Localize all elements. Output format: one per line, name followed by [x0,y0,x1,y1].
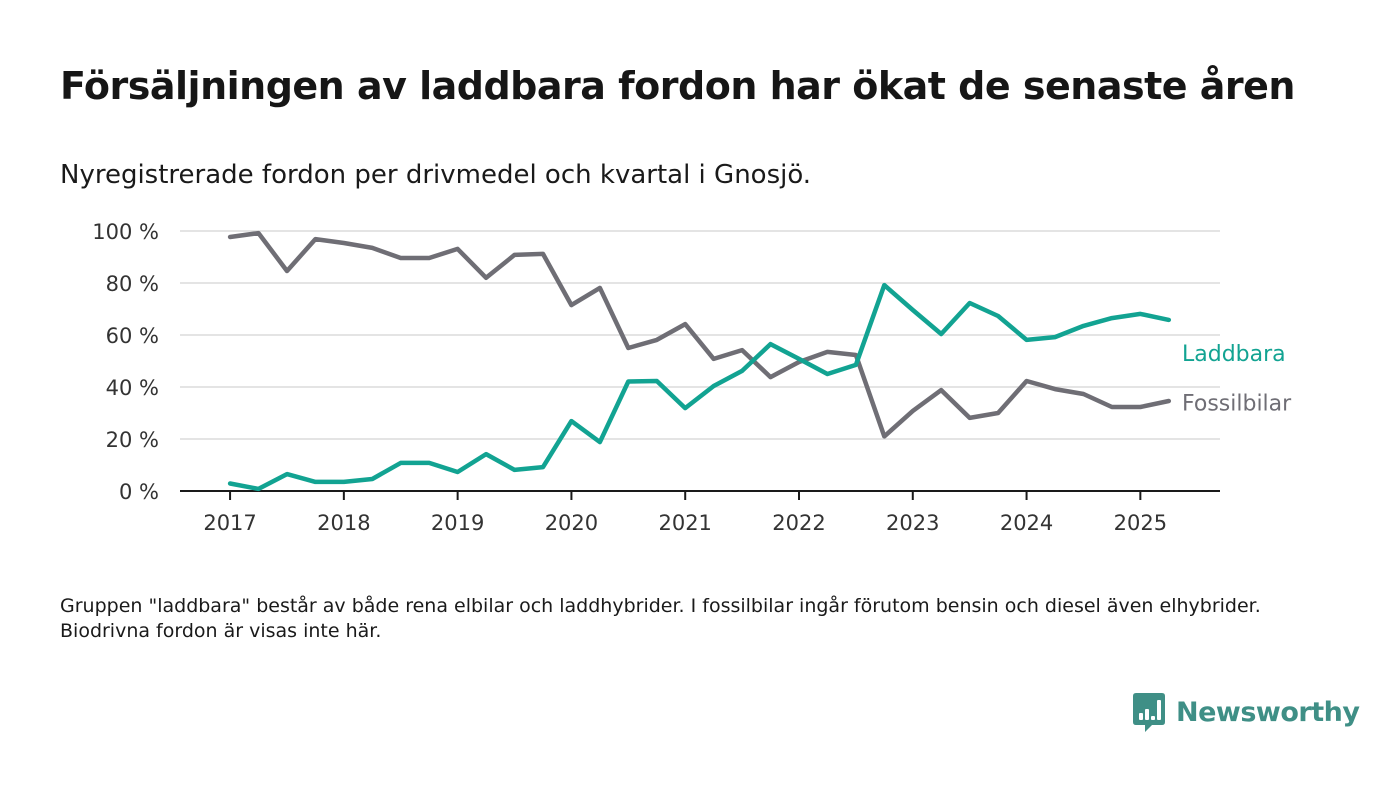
data-point-fossilbilar [968,416,972,420]
data-point-laddbara [712,384,716,388]
y-tick-label: 80 % [106,272,159,296]
y-tick-label: 60 % [106,324,159,348]
y-tick-label: 20 % [106,428,159,452]
x-tick-label: 2017 [203,511,256,535]
data-point-fossilbilar [569,303,573,307]
data-point-laddbara [882,283,886,287]
series-line-fossilbilar [227,230,1172,439]
data-point-laddbara [569,419,573,423]
y-tick-label: 0 % [119,480,159,504]
data-point-laddbara [854,363,858,367]
brand-logo[interactable]: Newsworthy [1132,690,1360,734]
data-point-laddbara [996,314,1000,318]
data-point-laddbara [370,477,374,481]
data-point-laddbara [598,440,602,444]
data-point-laddbara [342,480,346,484]
data-point-laddbara [257,487,261,491]
data-point-laddbara [427,461,431,465]
data-point-laddbara [513,468,517,472]
data-point-fossilbilar [456,247,460,251]
data-point-fossilbilar [427,256,431,260]
x-tick-label: 2024 [1000,511,1053,535]
data-point-laddbara [456,470,460,474]
x-tick-label: 2018 [317,511,370,535]
data-point-laddbara [541,465,545,469]
data-point-fossilbilar [257,231,261,235]
series-line-laddbara [227,282,1172,492]
data-point-laddbara [1025,338,1029,342]
x-tick-label: 2023 [886,511,939,535]
data-point-laddbara [1138,312,1142,316]
data-point-laddbara [655,379,659,383]
brand-name: Newsworthy [1176,696,1360,728]
x-tick-label: 2019 [431,511,484,535]
x-tick-label: 2021 [658,511,711,535]
data-point-fossilbilar [1025,379,1029,383]
data-point-fossilbilar [1167,399,1171,403]
x-tick-label: 2022 [772,511,825,535]
data-point-fossilbilar [655,338,659,342]
x-tick-label: 2025 [1114,511,1167,535]
data-point-fossilbilar [285,269,289,273]
data-point-fossilbilar [996,411,1000,415]
data-point-fossilbilar [313,237,317,241]
series-label-laddbara: Laddbara [1182,342,1286,367]
data-point-laddbara [683,406,687,410]
data-point-laddbara [769,342,773,346]
data-point-fossilbilar [626,346,630,350]
data-point-fossilbilar [1138,405,1142,409]
data-point-fossilbilar [939,388,943,392]
data-point-laddbara [484,452,488,456]
data-point-fossilbilar [712,357,716,361]
chart-subtitle: Nyregistrerade fordon per drivmedel och … [60,160,812,190]
data-point-laddbara [399,461,403,465]
data-point-fossilbilar [370,246,374,250]
data-point-fossilbilar [911,409,915,413]
data-point-laddbara [626,380,630,384]
data-point-fossilbilar [541,252,545,256]
series-label-fossilbilar: Fossilbilar [1182,392,1292,417]
data-point-laddbara [740,369,744,373]
data-point-fossilbilar [825,350,829,354]
data-point-laddbara [911,308,915,312]
data-point-laddbara [825,372,829,376]
data-point-fossilbilar [797,360,801,364]
data-point-fossilbilar [882,434,886,438]
bar-chart-speech-bubble-icon [1133,693,1165,732]
data-point-fossilbilar [769,375,773,379]
data-point-fossilbilar [1110,405,1114,409]
data-point-fossilbilar [854,353,858,357]
data-point-fossilbilar [484,276,488,280]
data-point-laddbara [1167,318,1171,322]
data-point-laddbara [285,472,289,476]
data-point-fossilbilar [342,241,346,245]
data-point-fossilbilar [598,286,602,290]
data-point-laddbara [313,480,317,484]
y-tick-label: 100 % [92,220,159,244]
footnote: Gruppen "laddbara" består av både rena e… [60,595,1261,642]
y-tick-label: 40 % [106,376,159,400]
data-point-laddbara [1081,324,1085,328]
data-point-fossilbilar [740,348,744,352]
data-point-laddbara [1110,316,1114,320]
data-point-fossilbilar [399,256,403,260]
data-point-fossilbilar [1053,387,1057,391]
line-chart: 0 % 20 % 40 % 60 % 80 % 100 % 2017 2018 2019 2020… [92,220,1292,535]
data-point-laddbara [968,301,972,305]
data-point-fossilbilar [683,322,687,326]
data-point-laddbara [939,332,943,336]
data-point-fossilbilar [513,253,517,257]
data-point-laddbara [228,481,232,485]
data-point-laddbara [1053,335,1057,339]
data-point-fossilbilar [228,235,232,239]
x-tick-label: 2020 [545,511,598,535]
data-point-fossilbilar [1081,392,1085,396]
chart-title: Försäljningen av laddbara fordon har öka… [60,64,1295,108]
